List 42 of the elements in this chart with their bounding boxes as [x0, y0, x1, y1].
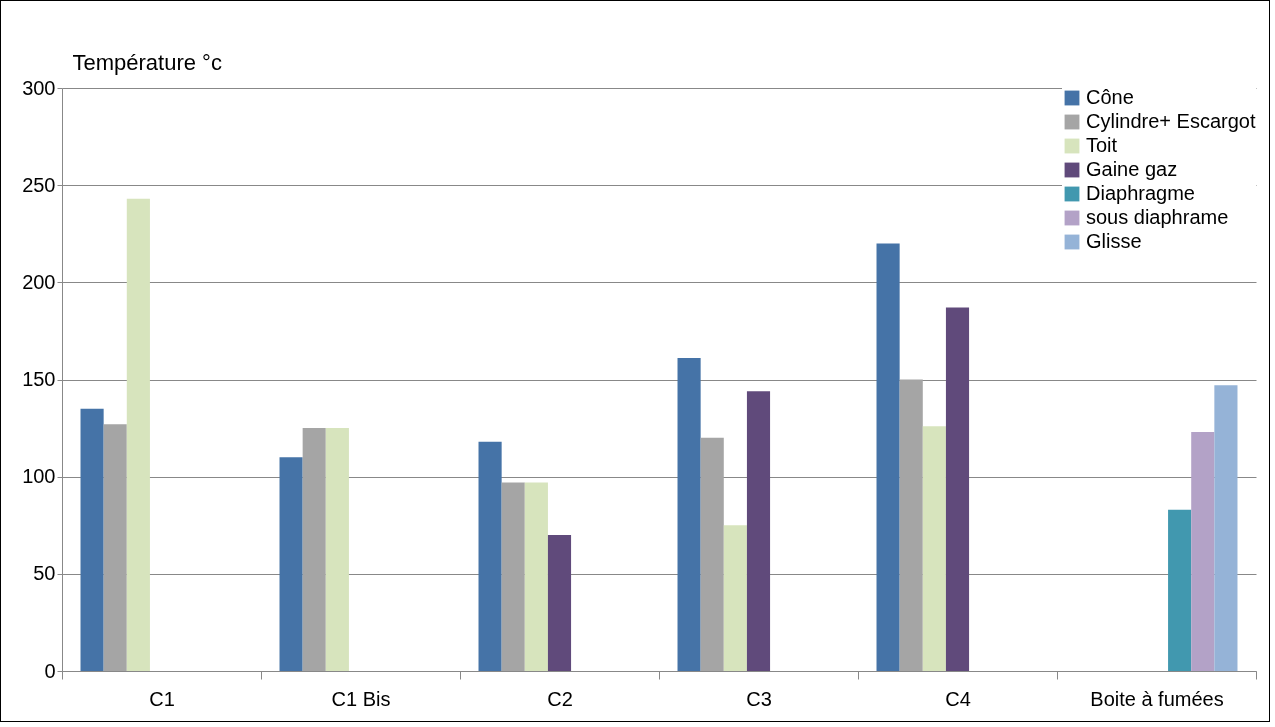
bar	[945, 307, 970, 671]
x-tick-label: C1 Bis	[331, 687, 391, 710]
bar	[325, 428, 349, 671]
legend-label: Cône	[1086, 86, 1134, 108]
y-tick-label: 150	[22, 368, 56, 390]
bar	[876, 243, 900, 671]
y-tick-label: 250	[22, 173, 56, 196]
bar	[80, 408, 104, 671]
x-tick-label: C3	[746, 687, 772, 710]
bar	[103, 424, 127, 671]
y-tick-label: 100	[22, 465, 56, 488]
legend-label: Gaine gaz	[1086, 158, 1178, 180]
x-tick-label: Boite à fumées	[1090, 687, 1224, 710]
bar	[501, 482, 525, 671]
bar	[126, 198, 150, 671]
bar	[899, 379, 923, 671]
bar	[279, 457, 303, 671]
x-tick-label: C4	[945, 687, 971, 710]
bar	[1168, 509, 1192, 671]
legend-label: Diaphragme	[1086, 182, 1195, 204]
bar	[1191, 431, 1215, 671]
bar	[547, 534, 572, 671]
legend-label: Cylindre+ Escargot	[1086, 110, 1256, 132]
y-tick-label: 0	[44, 659, 56, 682]
bar	[700, 437, 724, 671]
y-tick-label: 50	[33, 562, 56, 585]
legend-label: Toit	[1086, 134, 1118, 156]
x-tick-label: C2	[547, 687, 573, 710]
bar	[677, 358, 701, 671]
bar	[746, 391, 771, 671]
y-tick-label: 200	[22, 270, 56, 293]
bar	[478, 441, 502, 671]
bar	[524, 482, 548, 671]
legend-label: Glisse	[1086, 230, 1142, 252]
y-axis-title: Température °c	[72, 49, 222, 75]
bar	[1214, 385, 1238, 671]
y-tick-label: 300	[22, 76, 56, 99]
bar	[302, 428, 326, 671]
bar	[723, 525, 747, 671]
bar	[922, 426, 946, 671]
legend-label: sous diaphrame	[1086, 206, 1229, 228]
x-tick-label: C1	[149, 687, 175, 710]
